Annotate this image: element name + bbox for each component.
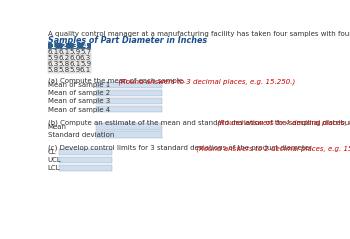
Text: 6.3: 6.3	[47, 61, 59, 67]
Text: Mean: Mean	[48, 124, 66, 130]
Text: A quality control manager at a manufacturing facility has taken four samples wit: A quality control manager at a manufactu…	[48, 31, 350, 37]
FancyBboxPatch shape	[58, 61, 69, 67]
Text: CL: CL	[48, 149, 56, 155]
FancyBboxPatch shape	[69, 43, 80, 49]
FancyBboxPatch shape	[80, 43, 91, 49]
Text: UCL: UCL	[48, 157, 61, 163]
Text: 5.8: 5.8	[58, 61, 69, 67]
Text: 5.9: 5.9	[80, 61, 91, 67]
FancyBboxPatch shape	[80, 67, 91, 73]
Text: LCL: LCL	[48, 165, 60, 171]
Text: 6.0: 6.0	[69, 55, 80, 61]
Text: 5.8: 5.8	[58, 67, 69, 73]
FancyBboxPatch shape	[48, 55, 58, 61]
Text: 6.1: 6.1	[80, 67, 91, 73]
Text: (a) Compute the mean of each sample.: (a) Compute the mean of each sample.	[48, 78, 185, 84]
FancyBboxPatch shape	[80, 49, 91, 55]
Text: 5.7: 5.7	[80, 49, 91, 55]
Text: 1: 1	[51, 43, 56, 49]
Text: Mean of sample 3: Mean of sample 3	[48, 98, 110, 104]
FancyBboxPatch shape	[80, 61, 91, 67]
Text: (c) Develop control limits for 3 standard deviations of the product diameter.: (c) Develop control limits for 3 standar…	[48, 145, 313, 152]
Text: 5.9: 5.9	[69, 67, 80, 73]
FancyBboxPatch shape	[97, 123, 162, 130]
Text: (Round answers to 2 decimal places, e.g. 15.25.): (Round answers to 2 decimal places, e.g.…	[194, 145, 350, 152]
Text: Mean of sample 1: Mean of sample 1	[48, 82, 110, 88]
FancyBboxPatch shape	[58, 67, 69, 73]
Text: 5.9: 5.9	[69, 49, 80, 55]
Text: Samples of Part Diameter in Inches: Samples of Part Diameter in Inches	[48, 36, 207, 45]
Text: (Round answers to 4 decimal places, e.g. 15.2500.): (Round answers to 4 decimal places, e.g.…	[215, 120, 350, 126]
Text: 5.8: 5.8	[48, 67, 58, 73]
Text: Standard deviation: Standard deviation	[48, 132, 114, 138]
Text: 5.9: 5.9	[48, 55, 58, 61]
Text: 4: 4	[83, 43, 88, 49]
Text: 6.2: 6.2	[58, 55, 69, 61]
FancyBboxPatch shape	[48, 61, 58, 67]
Text: 2: 2	[62, 43, 66, 49]
Text: 6.1: 6.1	[58, 49, 70, 55]
FancyBboxPatch shape	[59, 157, 112, 163]
FancyBboxPatch shape	[48, 43, 58, 49]
Text: 3: 3	[72, 43, 77, 49]
FancyBboxPatch shape	[48, 67, 58, 73]
Text: 6.1: 6.1	[47, 49, 59, 55]
FancyBboxPatch shape	[59, 149, 112, 155]
FancyBboxPatch shape	[97, 90, 162, 96]
FancyBboxPatch shape	[97, 106, 162, 112]
FancyBboxPatch shape	[58, 43, 69, 49]
FancyBboxPatch shape	[59, 165, 112, 171]
FancyBboxPatch shape	[97, 82, 162, 88]
Text: (Round answers to 3 decimal places, e.g. 15.250.): (Round answers to 3 decimal places, e.g.…	[116, 78, 295, 85]
FancyBboxPatch shape	[69, 61, 80, 67]
Text: Mean of sample 4: Mean of sample 4	[48, 107, 110, 113]
FancyBboxPatch shape	[69, 49, 80, 55]
FancyBboxPatch shape	[48, 49, 58, 55]
FancyBboxPatch shape	[58, 49, 69, 55]
Text: Mean of sample 2: Mean of sample 2	[48, 90, 110, 96]
Text: 6.3: 6.3	[80, 55, 91, 61]
FancyBboxPatch shape	[69, 67, 80, 73]
FancyBboxPatch shape	[58, 55, 69, 61]
FancyBboxPatch shape	[80, 55, 91, 61]
FancyBboxPatch shape	[97, 131, 162, 138]
Text: 6.1: 6.1	[69, 61, 80, 67]
FancyBboxPatch shape	[69, 55, 80, 61]
FancyBboxPatch shape	[97, 98, 162, 104]
Text: (b) Compute an estimate of the mean and standard deviation of the sampling distr: (b) Compute an estimate of the mean and …	[48, 120, 350, 126]
